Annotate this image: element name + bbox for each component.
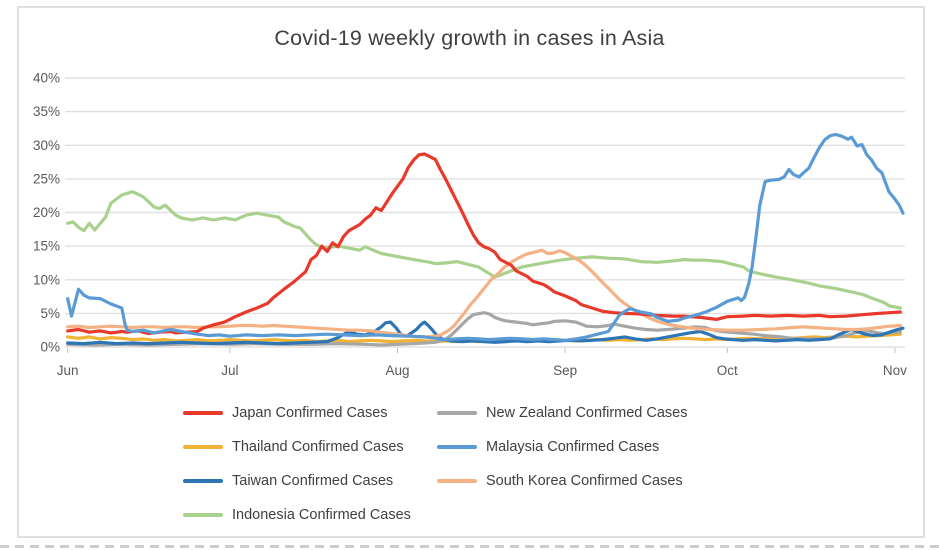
y-axis-tick-label: 30%: [33, 138, 60, 153]
y-axis-tick-label: 10%: [33, 272, 60, 287]
legend-item-south-korea: South Korea Confirmed Cases: [437, 473, 687, 489]
legend-label-new-zealand: New Zealand Confirmed Cases: [486, 405, 688, 421]
y-axis-tick-label: 25%: [33, 171, 60, 186]
series-line-new-zealand: [66, 311, 902, 347]
legend-swatch-thailand: [183, 445, 223, 449]
series-line-south-korea: [66, 248, 902, 339]
x-axis-tick-label: Oct: [717, 363, 738, 378]
legend-item-indonesia: Indonesia Confirmed Cases: [183, 507, 437, 523]
legend-item-taiwan: Taiwan Confirmed Cases: [183, 473, 437, 489]
bottom-dashed-line: [0, 545, 939, 548]
x-axis-tick-label: Jul: [221, 363, 238, 378]
chart-plot-area: 0% 5% 10% 15% 20% 25% 30% 35% 40% Jun Jul Aug Sep Oct…: [33, 71, 907, 379]
legend-label-south-korea: South Korea Confirmed Cases: [486, 473, 683, 489]
legend-swatch-malaysia: [437, 445, 477, 449]
series-line-japan: [66, 152, 902, 336]
legend-item-thailand: Thailand Confirmed Cases: [183, 439, 437, 455]
legend-swatch-taiwan: [183, 479, 223, 483]
chart-title: Covid-19 weekly growth in cases in Asia: [274, 26, 665, 50]
x-axis-tick-label: Aug: [385, 363, 409, 378]
series-line-indonesia: [66, 190, 902, 310]
legend-label-malaysia: Malaysia Confirmed Cases: [486, 439, 660, 455]
y-axis-tick-label: 15%: [33, 239, 60, 254]
x-axis-tick-label: Jun: [57, 363, 79, 378]
legend-item-japan: Japan Confirmed Cases: [183, 405, 437, 421]
legend-swatch-south-korea: [437, 479, 477, 483]
y-axis-tick-label: 0%: [40, 340, 60, 355]
legend-label-indonesia: Indonesia Confirmed Cases: [232, 507, 411, 523]
x-axis-tick-label: Nov: [883, 363, 907, 378]
legend-label-japan: Japan Confirmed Cases: [232, 405, 388, 421]
legend-swatch-new-zealand: [437, 411, 477, 415]
chart-border-frame: [17, 6, 925, 538]
legend-label-thailand: Thailand Confirmed Cases: [232, 439, 404, 455]
y-axis-tick-label: 20%: [33, 205, 60, 220]
legend-item-malaysia: Malaysia Confirmed Cases: [437, 439, 687, 455]
series-line-taiwan: [66, 320, 905, 346]
legend-swatch-indonesia: [183, 513, 223, 517]
legend-item-new-zealand: New Zealand Confirmed Cases: [437, 405, 687, 421]
legend-label-taiwan: Taiwan Confirmed Cases: [232, 473, 394, 489]
x-axis-tick-label: Sep: [553, 363, 577, 378]
y-axis-tick-label: 40%: [33, 71, 60, 86]
series-line-malaysia: [66, 132, 905, 342]
y-axis-tick-label: 35%: [33, 104, 60, 119]
y-axis-tick-label: 5%: [40, 306, 60, 321]
legend-swatch-japan: [183, 411, 223, 415]
chart-legend: Japan Confirmed Cases New Zealand Confirm…: [183, 396, 687, 532]
